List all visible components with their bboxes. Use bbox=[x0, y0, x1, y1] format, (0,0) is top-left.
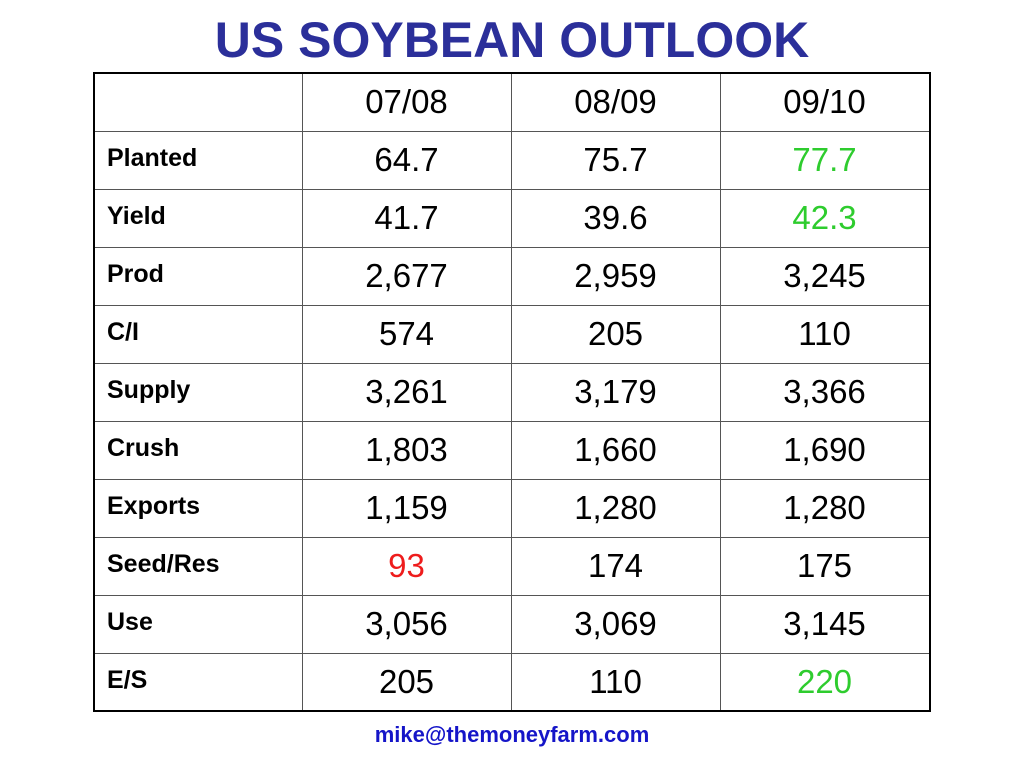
footer-email: mike@themoneyfarm.com bbox=[374, 722, 650, 747]
row-label: Yield bbox=[93, 188, 303, 248]
value-cell: 93 bbox=[301, 536, 512, 596]
value-cell: 3,245 bbox=[719, 246, 930, 306]
table-row: Yield 41.7 39.6 42.3 bbox=[93, 188, 930, 248]
value-cell: 205 bbox=[510, 304, 721, 364]
value-cell: 3,366 bbox=[719, 362, 930, 422]
value-cell: 64.7 bbox=[301, 130, 512, 190]
value-cell: 1,803 bbox=[301, 420, 512, 480]
value-cell: 1,690 bbox=[719, 420, 930, 480]
column-header: 08/09 bbox=[510, 72, 721, 132]
column-header: 07/08 bbox=[301, 72, 512, 132]
value-cell: 42.3 bbox=[719, 188, 930, 248]
value-cell: 174 bbox=[510, 536, 721, 596]
value-cell: 3,145 bbox=[719, 594, 930, 654]
header-row: 07/08 08/09 09/10 bbox=[93, 72, 930, 132]
value-cell: 1,660 bbox=[510, 420, 721, 480]
row-label: Supply bbox=[93, 362, 303, 422]
row-label: Crush bbox=[93, 420, 303, 480]
row-label: Exports bbox=[93, 478, 303, 538]
table-row: Exports 1,159 1,280 1,280 bbox=[93, 478, 930, 538]
table-row: Supply 3,261 3,179 3,366 bbox=[93, 362, 930, 422]
corner-cell bbox=[93, 72, 303, 132]
row-label: Seed/Res bbox=[93, 536, 303, 596]
table-row: Crush 1,803 1,660 1,690 bbox=[93, 420, 930, 480]
value-cell: 2,677 bbox=[301, 246, 512, 306]
value-cell: 2,959 bbox=[510, 246, 721, 306]
value-cell: 205 bbox=[301, 652, 512, 712]
value-cell: 220 bbox=[719, 652, 930, 712]
value-cell: 110 bbox=[510, 652, 721, 712]
row-label: Planted bbox=[93, 130, 303, 190]
row-label: C/I bbox=[93, 304, 303, 364]
value-cell: 3,069 bbox=[510, 594, 721, 654]
value-cell: 1,280 bbox=[719, 478, 930, 538]
table-row: Seed/Res 93 174 175 bbox=[93, 536, 930, 596]
title: US SOYBEAN OUTLOOK bbox=[214, 12, 810, 68]
value-cell: 110 bbox=[719, 304, 930, 364]
value-cell: 3,261 bbox=[301, 362, 512, 422]
table-row: E/S 205 110 220 bbox=[93, 652, 930, 712]
row-label: Prod bbox=[93, 246, 303, 306]
row-label: E/S bbox=[93, 652, 303, 712]
value-cell: 39.6 bbox=[510, 188, 721, 248]
value-cell: 75.7 bbox=[510, 130, 721, 190]
table-row: C/I 574 205 110 bbox=[93, 304, 930, 364]
value-cell: 77.7 bbox=[719, 130, 930, 190]
table-row: Planted 64.7 75.7 77.7 bbox=[93, 130, 930, 190]
value-cell: 3,179 bbox=[510, 362, 721, 422]
table-row: Use 3,056 3,069 3,145 bbox=[93, 594, 930, 654]
value-cell: 1,159 bbox=[301, 478, 512, 538]
value-cell: 175 bbox=[719, 536, 930, 596]
value-cell: 1,280 bbox=[510, 478, 721, 538]
value-cell: 574 bbox=[301, 304, 512, 364]
column-header: 09/10 bbox=[719, 72, 930, 132]
outlook-table: 07/08 08/09 09/10 Planted 64.7 75.7 77.7 Yield 4… bbox=[93, 72, 931, 712]
value-cell: 3,056 bbox=[301, 594, 512, 654]
value-cell: 41.7 bbox=[301, 188, 512, 248]
row-label: Use bbox=[93, 594, 303, 654]
table-row: Prod 2,677 2,959 3,245 bbox=[93, 246, 930, 306]
